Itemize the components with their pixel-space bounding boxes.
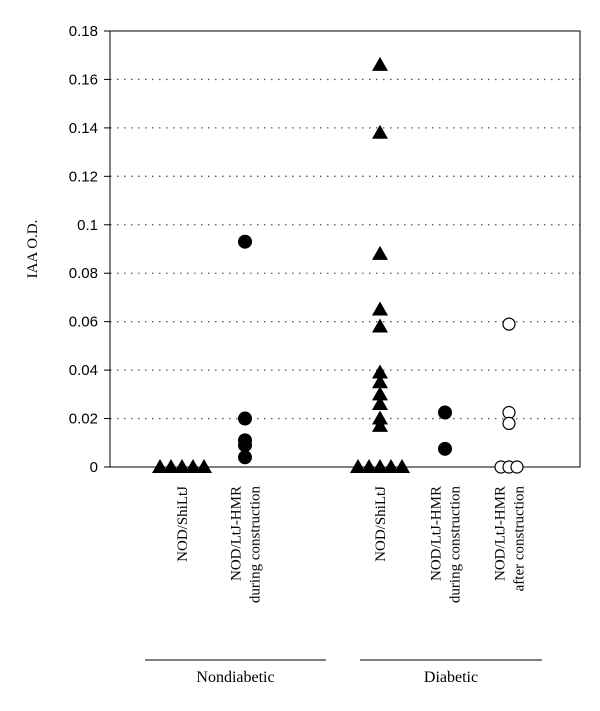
triangle-point [372,56,388,71]
category-label: NOD/LtJ-HMR [229,486,245,581]
triangle-point [372,386,388,401]
circle-point [438,441,452,456]
y-axis-label: IAA O.D. [25,220,41,279]
y-tick-label: 0.1 [77,217,98,234]
category-label: NOD/ShiLtJ [175,486,191,562]
y-tick-label: 0.02 [69,411,98,428]
y-tick-label: 0.08 [69,265,98,282]
triangle-point [350,459,366,473]
grid-lines [110,78,580,420]
data-points [152,56,524,474]
category-label: during construction [448,486,464,604]
category-label: NOD/LtJ-HMR [429,486,445,581]
triangle-point [372,124,388,139]
triangle-point [185,459,201,473]
circle-point [438,405,452,420]
category-label: NOD/LtJ-HMR [493,486,509,581]
circle-point [238,411,252,426]
triangle-point [163,459,179,473]
triangle-point [372,410,388,425]
y-axis: 0 0.02 0.04 0.06 0.08 0.1 0.12 0.14 0.16 0.18 [69,23,110,476]
category-label: during construction [248,486,264,604]
y-tick-label: 0.14 [69,120,98,137]
y-tick-label: 0.16 [69,71,98,88]
circle-point [238,450,252,465]
open-circle-point [502,317,516,331]
triangle-point [361,459,377,473]
triangle-point [372,318,388,333]
y-tick-label: 0.18 [69,23,98,40]
group-label: Nondiabetic [196,669,274,686]
triangle-point [372,364,388,379]
triangle-point [196,459,212,473]
triangle-point [372,396,388,411]
triangle-point [152,459,168,473]
group-labels: Nondiabetic Diabetic [145,659,542,686]
open-circle-point [502,405,516,420]
y-tick-label: 0.04 [69,362,98,379]
triangle-point [372,459,388,473]
triangle-point [372,417,388,432]
plot-frame [109,30,581,468]
triangle-point [174,459,190,473]
triangle-point [372,245,388,260]
open-circle-point [510,460,524,474]
triangle-point [372,301,388,316]
triangle-point [394,459,410,473]
circle-point [238,438,252,453]
open-circle-point [502,416,516,430]
y-tick-label: 0 [90,459,98,476]
category-label: after construction [512,486,528,592]
triangle-point [372,374,388,389]
circle-point [238,234,252,249]
category-label: NOD/ShiLtJ [373,486,389,562]
triangle-point [383,459,399,473]
y-tick-label: 0.06 [69,314,98,331]
group-label: Diabetic [424,669,478,686]
category-labels: NOD/ShiLtJ NOD/LtJ-HMR during construction… [175,486,528,604]
y-tick-label: 0.12 [69,168,98,185]
